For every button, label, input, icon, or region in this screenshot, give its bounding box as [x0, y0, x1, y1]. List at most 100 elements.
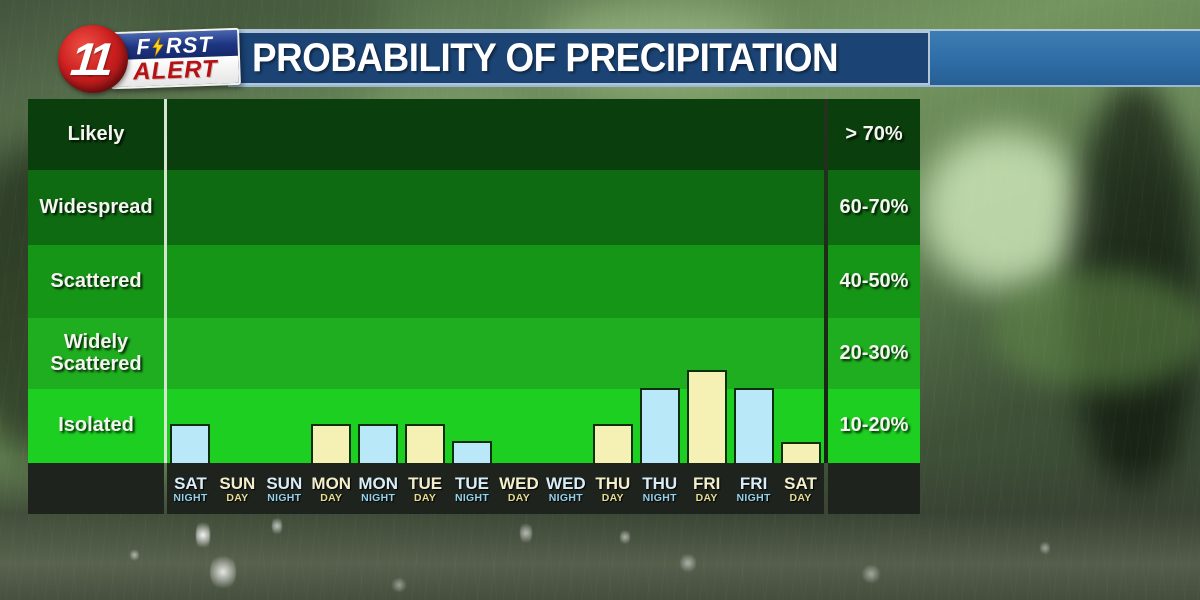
first-alert-line2: ALERT: [112, 56, 239, 88]
x-axis-band: SAT NIGHT SUN DAY SUN NIGHT MON DAY MON NIGHT TUE D…: [28, 463, 920, 514]
foliage-highlight: [920, 130, 1090, 290]
axis-period-label: THU DAY: [589, 463, 636, 514]
day-label: MON: [311, 474, 352, 494]
chart-row-band: [167, 170, 824, 245]
logo-text-alert: ALERT: [132, 55, 219, 86]
time-label: DAY: [601, 492, 624, 505]
row-band: Widely Scattered: [28, 318, 164, 389]
rain-splash: [272, 515, 282, 537]
rain-splash: [390, 578, 408, 592]
row-label: Scattered: [50, 269, 142, 292]
day-label: WED: [546, 474, 586, 494]
range-label: 40-50%: [839, 269, 909, 292]
axis-period-label: SAT NIGHT: [167, 463, 214, 514]
rain-splash: [620, 528, 630, 546]
x-axis-labels: SAT NIGHT SUN DAY SUN NIGHT MON DAY MON NIGHT TUE D…: [167, 463, 824, 514]
range-band: 40-50%: [828, 245, 920, 318]
rain-splash: [130, 548, 139, 562]
first-alert-line1: F RST: [111, 29, 238, 61]
time-label: NIGHT: [361, 492, 396, 505]
channel-number: 11: [68, 33, 112, 85]
rain-splash: [196, 518, 210, 552]
pop-bar: [405, 424, 446, 463]
page-title-text: PROBABILITY OF PRECIPITATION: [252, 35, 839, 80]
axis-period-label: WED DAY: [496, 463, 543, 514]
station-logo: F RST ALERT 11: [54, 22, 241, 98]
pop-bar: [780, 442, 821, 463]
rain-splash: [1040, 540, 1050, 556]
chart-area: [167, 99, 824, 463]
row-label: Widespread: [39, 195, 153, 218]
axis-corner-left: [28, 463, 164, 514]
axis-period-label: THU NIGHT: [636, 463, 683, 514]
time-label: DAY: [226, 492, 249, 505]
time-label: NIGHT: [548, 492, 583, 505]
rain-splash: [860, 565, 882, 583]
axis-corner-right: [828, 463, 920, 514]
day-label: SUN: [266, 474, 303, 494]
time-label: DAY: [695, 492, 718, 505]
axis-period-label: FRI NIGHT: [730, 463, 777, 514]
first-alert-badge: F RST ALERT: [109, 27, 241, 90]
pop-chart: Likely Widespread Scattered Widely Scattere…: [28, 99, 920, 514]
range-band: 20-30%: [828, 318, 920, 389]
time-label: DAY: [320, 492, 343, 505]
pop-bar: [733, 388, 774, 463]
time-label: NIGHT: [267, 492, 302, 505]
pop-bar: [639, 388, 680, 463]
chart-row-band: [167, 245, 824, 318]
axis-period-label: TUE NIGHT: [449, 463, 496, 514]
pop-bar: [686, 370, 727, 463]
pop-bar: [170, 424, 211, 463]
day-label: SAT: [784, 474, 817, 494]
row-band: Scattered: [28, 245, 164, 318]
axis-period-label: TUE DAY: [402, 463, 449, 514]
rain-splash: [210, 552, 236, 592]
range-band: 60-70%: [828, 170, 920, 245]
row-label: Widely Scattered: [50, 330, 142, 375]
day-label: SAT: [174, 474, 207, 494]
row-band: Widespread: [28, 170, 164, 245]
day-label: TUE: [408, 474, 443, 494]
day-label: TUE: [455, 474, 490, 494]
axis-period-label: MON DAY: [308, 463, 355, 514]
range-label: 10-20%: [839, 414, 909, 437]
range-label: 20-30%: [839, 341, 909, 364]
pop-bar: [311, 424, 352, 463]
axis-period-label: FRI DAY: [683, 463, 730, 514]
pop-bar: [452, 441, 493, 463]
row-band: Isolated: [28, 389, 164, 463]
pop-bar: [358, 424, 399, 463]
time-label: NIGHT: [454, 492, 490, 505]
day-label: WED: [499, 474, 539, 494]
rain-splash: [680, 552, 696, 574]
lightning-bolt-icon: [152, 35, 165, 57]
axis-period-label: SUN DAY: [214, 463, 261, 514]
axis-period-label: SAT DAY: [777, 463, 824, 514]
range-band: > 70%: [828, 99, 920, 170]
day-label: MON: [358, 474, 398, 494]
range-label: > 70%: [845, 122, 903, 145]
row-band: Likely: [28, 99, 164, 170]
foliage-blur: [990, 270, 1200, 390]
time-label: NIGHT: [642, 492, 677, 505]
logo-text-rst: RST: [165, 31, 214, 59]
time-label: DAY: [414, 492, 437, 505]
logo-text-f: F: [135, 33, 152, 60]
axis-period-label: SUN NIGHT: [261, 463, 308, 514]
day-label: THU: [595, 474, 631, 494]
row-label: Isolated: [58, 414, 134, 437]
page-title: PROBABILITY OF PRECIPITATION: [230, 31, 930, 85]
rain-splash: [520, 520, 532, 546]
axis-period-label: MON NIGHT: [355, 463, 402, 514]
channel-11-logo: 11: [58, 25, 128, 93]
pop-bar: [592, 424, 633, 463]
left-divider-line: [164, 99, 167, 463]
time-label: NIGHT: [736, 492, 771, 505]
time-label: DAY: [789, 492, 812, 505]
day-label: THU: [642, 474, 678, 494]
right-divider-line: [824, 99, 828, 463]
axis-strip: [167, 463, 824, 514]
time-label: DAY: [507, 492, 531, 505]
day-label: FRI: [739, 474, 768, 494]
